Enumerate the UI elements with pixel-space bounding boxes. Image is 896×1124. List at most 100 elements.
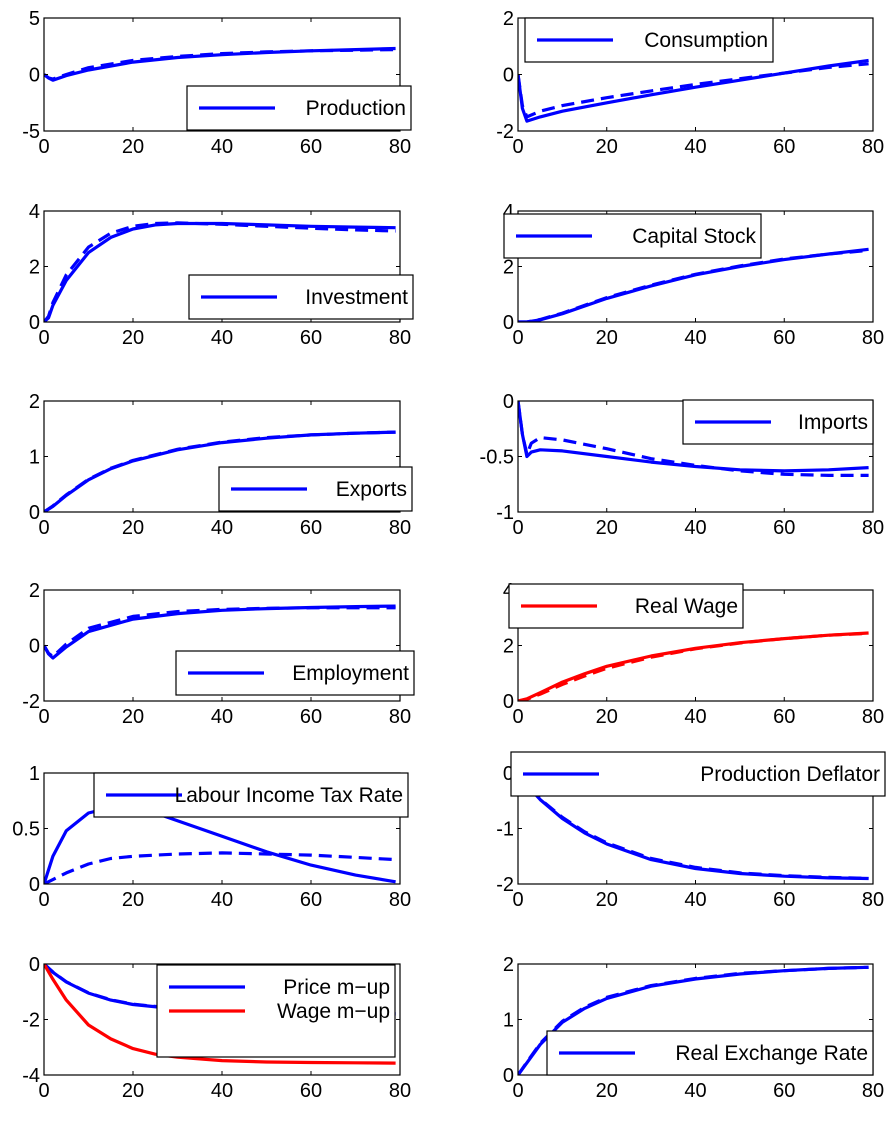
x-tick-label: 20 xyxy=(596,889,618,911)
x-tick-label: 40 xyxy=(684,706,706,728)
y-tick-label: -1 xyxy=(496,502,514,524)
y-tick-label: 0 xyxy=(29,502,40,524)
legend: Exports xyxy=(218,466,413,512)
legend: Investment xyxy=(188,274,414,320)
legend-label: Exports xyxy=(336,478,407,501)
series-line-1-solid xyxy=(518,631,869,701)
x-tick-label: 40 xyxy=(684,1080,706,1102)
x-tick-label: 80 xyxy=(862,136,884,158)
x-tick-label: 60 xyxy=(300,1080,322,1102)
y-tick-label: 0 xyxy=(29,954,40,976)
y-tick-label: 0 xyxy=(503,763,514,785)
series-line-2-dashed xyxy=(44,48,396,81)
legend: Capital Stock xyxy=(503,213,762,259)
y-tick-label: -4 xyxy=(22,1065,40,1087)
x-tick-label: 40 xyxy=(211,327,233,349)
x-tick-label: 80 xyxy=(389,517,411,539)
x-tick-label: 0 xyxy=(38,517,49,539)
x-tick-label: 20 xyxy=(596,517,618,539)
legend-label: Production Deflator xyxy=(700,763,880,786)
legend: Employment xyxy=(175,650,415,696)
series-line-2-dashed xyxy=(44,606,396,659)
x-tick-label: 20 xyxy=(122,889,144,911)
x-tick-label: 20 xyxy=(122,327,144,349)
legend: Labour Income Tax Rate xyxy=(93,772,409,818)
series-line-1-solid xyxy=(44,604,396,660)
series-line-2-dashed xyxy=(518,248,869,322)
x-tick-label: 0 xyxy=(512,889,523,911)
series-group xyxy=(44,221,396,322)
y-tick-label: -2 xyxy=(496,121,514,143)
x-tick-label: 20 xyxy=(122,136,144,158)
y-tick-label: 1 xyxy=(29,447,40,469)
x-tick-label: 0 xyxy=(512,327,523,349)
panel-5: 0 20 40 60 80 0 1 2 Exports xyxy=(29,391,413,539)
legend: Consumption xyxy=(524,17,774,63)
x-tick-label: 80 xyxy=(389,327,411,349)
x-tick-label: 40 xyxy=(211,136,233,158)
y-tick-label: 5 xyxy=(29,8,40,30)
x-tick-label: 80 xyxy=(862,1080,884,1102)
legend-label: Consumption xyxy=(644,29,768,52)
series-line-2-dashed xyxy=(518,401,869,477)
y-tick-label: -2 xyxy=(22,691,40,713)
x-tick-label: 0 xyxy=(38,706,49,728)
x-tick-label: 40 xyxy=(211,517,233,539)
x-tick-label: 0 xyxy=(512,517,523,539)
y-tick-label: 0 xyxy=(503,1065,514,1087)
legend-label: Production xyxy=(306,97,406,120)
x-tick-label: 40 xyxy=(684,517,706,539)
x-tick-label: 80 xyxy=(389,136,411,158)
x-tick-label: 0 xyxy=(512,706,523,728)
legend: Imports xyxy=(682,399,874,445)
series-line-1-solid xyxy=(44,46,396,82)
x-tick-label: 0 xyxy=(38,889,49,911)
x-tick-label: 0 xyxy=(512,136,523,158)
series-group xyxy=(518,965,869,1075)
series-group xyxy=(518,401,869,477)
series-line-2-dashed xyxy=(518,773,869,881)
y-tick-label: -2 xyxy=(22,1010,40,1032)
series-line-2-dashed xyxy=(518,965,869,1075)
y-tick-label: 2 xyxy=(29,580,40,602)
x-tick-label: 60 xyxy=(773,136,795,158)
x-tick-label: 60 xyxy=(300,706,322,728)
x-tick-label: 40 xyxy=(684,136,706,158)
y-tick-label: 0 xyxy=(503,391,514,413)
legend: Production Deflator xyxy=(510,751,886,797)
x-tick-label: 0 xyxy=(38,136,49,158)
series-line-2-dashed xyxy=(44,430,396,512)
panel-9: 0 20 40 60 80 0 0.5 1 Labour Income Tax Rate xyxy=(12,763,411,911)
series-group xyxy=(518,58,869,123)
panel-10: 0 20 40 60 80 -2 -1 0 Production Deflator xyxy=(496,751,886,911)
y-tick-label: 4 xyxy=(29,201,40,223)
y-tick-label: 0 xyxy=(503,691,514,713)
series-line-1-solid xyxy=(518,401,869,473)
x-tick-label: 80 xyxy=(862,889,884,911)
legend: Production xyxy=(186,85,412,131)
x-tick-label: 40 xyxy=(211,1080,233,1102)
series-line-3-solid xyxy=(44,964,396,1065)
series-line-2-dashed xyxy=(518,62,869,119)
x-tick-label: 60 xyxy=(773,517,795,539)
y-tick-label: 0 xyxy=(503,312,514,334)
y-tick-label: -1 xyxy=(496,819,514,841)
legend-label: Wage m−up xyxy=(277,1000,390,1023)
legend-label: Price m−up xyxy=(283,976,390,999)
series-line-2-dashed xyxy=(44,221,396,322)
legend-label: Capital Stock xyxy=(632,225,756,248)
x-tick-label: 80 xyxy=(862,517,884,539)
series-group xyxy=(44,430,396,512)
y-tick-label: 0 xyxy=(29,65,40,87)
legend: Real Wage xyxy=(508,583,744,629)
x-tick-label: 40 xyxy=(684,889,706,911)
x-tick-label: 0 xyxy=(512,1080,523,1102)
x-tick-label: 60 xyxy=(773,1080,795,1102)
x-tick-label: 20 xyxy=(122,706,144,728)
x-tick-label: 0 xyxy=(38,327,49,349)
